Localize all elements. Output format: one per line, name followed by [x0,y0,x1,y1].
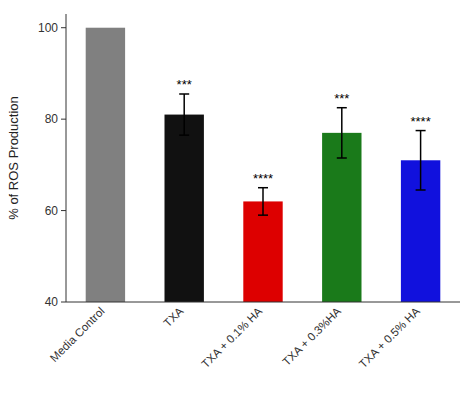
error-bar [337,108,347,158]
y-tick [61,119,66,120]
annotation: **** [410,114,430,129]
x-axis-line [66,302,460,303]
bar [86,28,125,302]
annotation: **** [253,171,273,186]
bar [243,201,282,302]
y-tick [61,210,66,211]
bar [165,115,204,302]
error-cap [179,134,189,136]
y-tick [61,302,66,303]
y-tick [61,27,66,28]
error-bar [179,94,189,135]
bar [322,133,361,302]
error-line [341,108,343,158]
error-bar [416,131,426,190]
error-cap [416,189,426,191]
error-line [262,188,264,215]
error-cap [258,214,268,216]
x-tick-label: TXA + 0.3%HA [280,305,343,368]
error-cap [337,157,347,159]
error-bar [258,188,268,215]
error-line [420,131,422,190]
y-tick-label: 60 [45,204,59,218]
x-tick-label: TXA [161,305,186,330]
error-cap [416,130,426,132]
annotation: *** [177,77,192,92]
error-line [183,94,185,135]
y-tick-label: 40 [45,295,59,309]
annotation: *** [334,91,349,106]
x-tick-label: TXA + 0.5% HA [357,305,422,370]
chart: **************406080100Media ControlTXAT… [0,0,474,394]
x-tick-label: Media Control [48,305,107,364]
x-tick-label: TXA + 0.1% HA [199,305,264,370]
error-cap [179,93,189,95]
y-axis-line [66,14,67,302]
error-cap [258,187,268,189]
bars [86,28,441,302]
y-tick-label: 100 [38,21,58,35]
y-tick-label: 80 [45,112,59,126]
y-axis-label: % of ROS Production [6,96,21,220]
error-cap [337,107,347,109]
